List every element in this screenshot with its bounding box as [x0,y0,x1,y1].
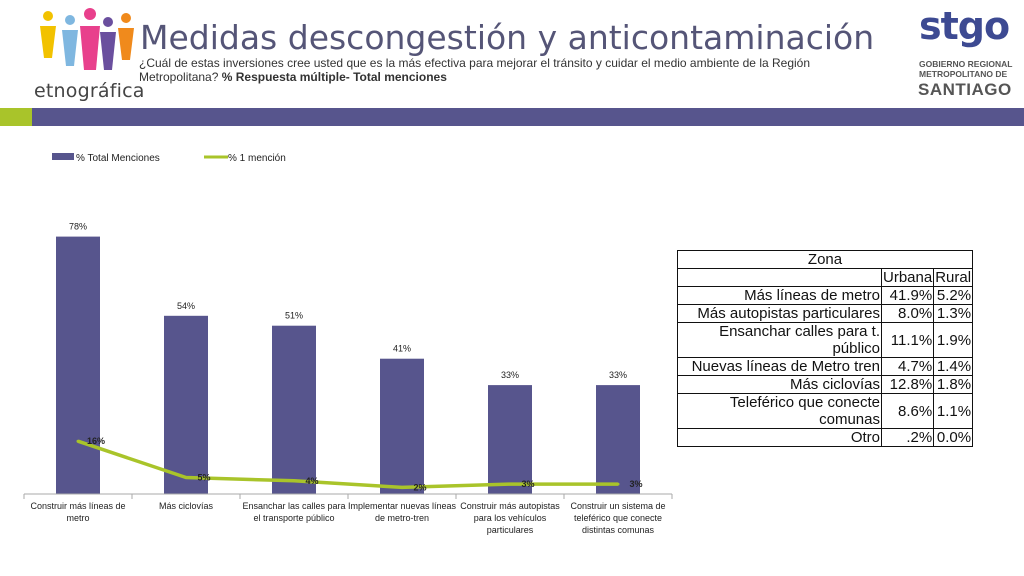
x-axis: Construir más líneas de metro Más ciclovía… [23,493,673,535]
line-data-label: 3% [629,479,642,489]
table-header-blank [677,268,882,287]
table-row: Ensanchar calles para t. público 11.1% 1.9… [677,322,974,358]
bar [272,325,316,494]
question-text: ¿Cuál de estas inversiones cree usted qu… [139,56,874,84]
table-cell: 1.4% [933,357,974,376]
logo-line-3: SANTIAGO [918,80,1012,99]
table-cell: 5.2% [933,286,974,305]
line-point [400,485,404,489]
legend-swatch-bars [52,153,74,160]
logo-line-2: METROPOLITANO DE [919,69,1008,79]
chart-legend: % Total Menciones % 1 mención [52,153,286,164]
table-cell: 12.8% [880,375,935,394]
etnografica-wordmark: etnográfica [34,80,145,102]
line-series: 16% 5% 4% 2% 3% 3% [76,436,643,492]
line-point [508,482,512,486]
people-figures-logo-icon [40,8,134,70]
gobierno-regional-logo: stgo GOBIERNO REGIONAL METROPOLITANO DE … [915,4,1015,100]
line-point [292,479,296,483]
x-tick-label: Construir un sistema de teleférico que co… [570,501,665,535]
table-row: Más líneas de metro 41.9% 5.2% [677,286,974,305]
table-row-label: Teleférico que conecte comunas [677,393,882,429]
header-band-purple [32,108,1024,126]
question-bold: % Respuesta múltiple- Total menciones [221,70,447,84]
table-cell: 1.1% [933,393,974,429]
legend-label-bars: % Total Menciones [76,153,160,164]
table-row: Nuevas líneas de Metro tren 4.7% 1.4% [677,357,974,376]
line-point [184,476,188,479]
bar-data-label: 51% [285,311,303,321]
table-row: Más autopistas particulares 8.0% 1.3% [677,304,974,323]
bar-data-label: 78% [69,222,87,232]
table-column-header: Rural [933,268,974,287]
line-point [616,482,620,486]
x-tick-label: Ensanchar las calles para el transporte p… [242,501,345,523]
table-cell: 8.0% [880,304,935,323]
table-row: Más ciclovías 12.8% 1.8% [677,375,974,394]
table-cell: 4.7% [880,357,935,376]
combo-chart: % Total Menciones % 1 mención 78% 54% 51% 41… [23,153,673,535]
table-row: Teleférico que conecte comunas 8.6% 1.1% [677,393,974,429]
zone-table: Zona Urbana Rural Más líneas de metro 41.9% 5… [676,250,974,447]
stgo-wordmark: stgo [919,4,1010,48]
table-row-label: Más líneas de metro [677,286,882,305]
bar-data-label: 41% [393,344,411,354]
table-title-row: Zona [676,250,974,269]
table-cell: 8.6% [880,393,935,429]
x-tick-label: Construir más autopistas para los vehícul… [460,501,560,535]
table-row-label: Más autopistas particulares [677,304,882,323]
table-header-row: Urbana Rural [677,268,974,287]
line-data-label: 3% [521,479,534,489]
page-title: Medidas descongestión y anticontaminació… [140,18,875,57]
bar [488,385,532,494]
table-cell: 0.0% [933,428,974,447]
line-data-label: 5% [197,473,210,483]
bar-series: 78% 54% 51% 41% 33% 33% [56,222,640,494]
table-row-label: Nuevas líneas de Metro tren [677,357,882,376]
x-tick-label: Construir más líneas de metro [30,501,125,523]
line-path [77,439,618,490]
table-row: Otro .2% 0.0% [677,428,974,447]
bar [56,236,100,494]
table-cell: 1.3% [933,304,974,323]
header-band-green [0,108,32,126]
x-tick-label: Más ciclovías [159,501,214,511]
line-data-label: 2% [413,482,426,492]
table-cell: .2% [880,428,935,447]
question-body: ¿Cuál de estas inversiones cree usted qu… [139,56,811,84]
bar [164,315,208,494]
line-data-label: 16% [87,436,105,446]
bar-data-label: 33% [609,370,627,380]
etnografica-logo: etnográfica [34,8,144,102]
table-cell: 11.1% [880,322,935,358]
legend-label-line: % 1 mención [228,153,286,164]
bar-data-label: 33% [501,370,519,380]
bar-data-label: 54% [177,301,195,311]
line-data-label: 4% [305,476,318,486]
table-cell: 1.8% [933,375,974,394]
bar [380,358,424,494]
table-row-label: Ensanchar calles para t. público [677,322,882,358]
table-row-label: Más ciclovías [677,375,882,394]
x-tick-label: Implementar nuevas líneas de metro-tren [348,501,457,523]
table-row-label: Otro [677,428,882,447]
logo-line-1: GOBIERNO REGIONAL [919,59,1013,69]
table-cell: 1.9% [933,322,974,358]
table-column-header: Urbana [880,268,935,287]
table-cell: 41.9% [880,286,935,305]
table-title: Zona [676,250,974,269]
line-point [76,439,80,443]
bar [596,385,640,494]
